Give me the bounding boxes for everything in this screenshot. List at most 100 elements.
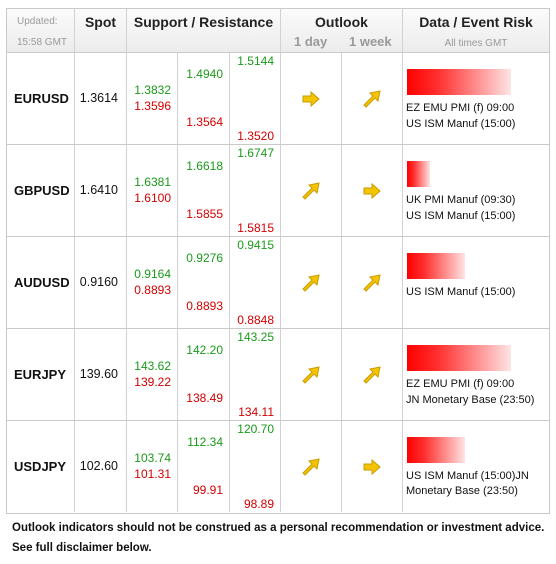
support-resistance-header: Support / Resistance [133,14,274,30]
up-right-arrow-icon [362,273,382,292]
resistance-level: 98.89 [243,497,274,511]
outlook-1day-cell [281,329,342,420]
outlook-1week-header: 1 week [349,34,392,49]
resistance-level: 1.3520 [237,129,274,143]
support-level: 120.70 [237,422,274,436]
level-column-3: 0.9415 0.8848 [230,237,281,328]
outlook-1day-cell [281,145,342,236]
level-column-3: 1.6747 1.5815 [230,145,281,236]
spot-cell: 139.60 [75,329,127,420]
currency-pair: EURUSD [14,91,69,106]
level-column-2: 1.4940 1.3564 [178,53,230,144]
risk-bar [407,69,511,95]
data-event-risk-header: Data / Event Risk [419,14,533,30]
table-row: EURUSD 1.3614 1.3832 1.3596 1.4940 1.3564 1.51… [7,53,549,145]
up-right-arrow-icon [301,273,321,292]
symbol-cell: EURJPY [7,329,75,420]
level-column-1: 1.6381 1.6100 [127,145,178,236]
event-risk-cell: EZ EMU PMI (f) 09:00 US ISM Manuf (15:00) [403,53,549,144]
support-level: 142.20 [186,343,223,357]
level-column-1: 0.9164 0.8893 [127,237,178,328]
spot-header-cell: Spot [75,9,127,53]
support-resistance-header-cell: Support / Resistance [127,9,281,53]
event-line-1: EZ EMU PMI (f) 09:00 [406,102,515,114]
currency-pair: AUDUSD [14,275,70,290]
resistance-level: 139.22 [134,375,171,389]
level-column-2: 142.20 138.49 [178,329,230,420]
support-level: 0.9415 [237,238,274,252]
spot-price: 102.60 [79,459,118,473]
table-body: EURUSD 1.3614 1.3832 1.3596 1.4940 1.3564 1.51… [7,53,549,513]
spot-price: 0.9160 [79,275,118,289]
event-line-1: US ISM Manuf (15:00) [406,286,516,298]
support-level: 103.74 [134,451,171,465]
level-column-3: 120.70 98.89 [230,421,281,512]
spot-price: 1.6410 [79,183,118,197]
level-column-1: 1.3832 1.3596 [127,53,178,144]
spot-cell: 1.3614 [75,53,127,144]
up-right-arrow-icon [301,457,321,476]
disclaimer-line-1: Outlook indicators should not be constru… [12,522,545,534]
support-level: 1.6618 [186,159,223,173]
support-level: 0.9164 [134,267,171,281]
outlook-1day-cell [281,421,342,512]
level-column-2: 0.9276 0.8893 [178,237,230,328]
currency-pair: GBPUSD [14,183,70,198]
resistance-level: 138.49 [186,391,223,405]
right-arrow-icon [362,458,382,476]
spot-price: 139.60 [79,367,118,381]
symbol-cell: EURUSD [7,53,75,144]
resistance-level: 1.3564 [186,115,223,129]
outlook-1week-cell [342,145,403,236]
event-line-2: US ISM Manuf (15:00) [406,118,516,130]
spot-cell: 1.6410 [75,145,127,236]
disclaimer: Outlook indicators should not be constru… [12,518,552,558]
table-row: EURJPY 139.60 143.62 139.22 142.20 138.49 143.… [7,329,549,421]
support-level: 143.62 [134,359,171,373]
risk-bar [407,345,511,371]
event-risk-cell: US ISM Manuf (15:00) [403,237,549,328]
level-column-1: 103.74 101.31 [127,421,178,512]
outlook-1week-cell [342,329,403,420]
outlook-1day-cell [281,53,342,144]
event-risk-cell: UK PMI Manuf (09:30) US ISM Manuf (15:00) [403,145,549,236]
updated-header-cell: Updated: 15:58 GMT [7,9,75,53]
outlook-1week-cell [342,237,403,328]
event-line-2: JN Monetary Base (23:50) [406,394,535,406]
disclaimer-line-2: See full disclaimer below. [12,542,152,554]
support-level: 0.9276 [186,251,223,265]
right-arrow-icon [362,182,382,200]
resistance-level: 1.3596 [134,99,171,113]
support-level: 1.6381 [134,175,171,189]
forex-outlook-table: Updated: 15:58 GMT Spot Support / Resist… [6,8,550,514]
resistance-level: 101.31 [134,467,171,481]
outlook-1week-cell [342,421,403,512]
updated-time: 15:58 GMT [17,37,68,48]
up-right-arrow-icon [301,181,321,200]
spot-header: Spot [84,14,117,30]
all-times-gmt-note: All times GMT [444,38,508,49]
resistance-level: 1.6100 [134,191,171,205]
symbol-cell: AUDUSD [7,237,75,328]
risk-bar [407,253,465,279]
event-line-1: UK PMI Manuf (09:30) [406,194,516,206]
up-right-arrow-icon [362,365,382,384]
currency-pair: EURJPY [14,367,67,382]
outlook-header-cell: Outlook 1 day 1 week [281,9,403,53]
table-row: GBPUSD 1.6410 1.6381 1.6100 1.6618 1.5855 1.67… [7,145,549,237]
right-arrow-icon [301,90,321,108]
event-risk-cell: US ISM Manuf (15:00)JN Monetary Base (23… [403,421,549,512]
resistance-level: 1.5815 [237,221,274,235]
up-right-arrow-icon [362,89,382,108]
support-level: 1.4940 [186,67,223,81]
updated-label: Updated: [17,16,58,27]
resistance-level: 1.5855 [186,207,223,221]
support-level: 1.5144 [237,54,274,68]
spot-cell: 102.60 [75,421,127,512]
table-row: USDJPY 102.60 103.74 101.31 112.34 99.91 120.7… [7,421,549,513]
level-column-2: 112.34 99.91 [178,421,230,512]
event-risk-cell: EZ EMU PMI (f) 09:00 JN Monetary Base (23… [403,329,549,420]
up-right-arrow-icon [301,365,321,384]
event-line-1: EZ EMU PMI (f) 09:00 [406,378,515,390]
data-event-risk-header-cell: Data / Event Risk All times GMT [403,9,549,53]
